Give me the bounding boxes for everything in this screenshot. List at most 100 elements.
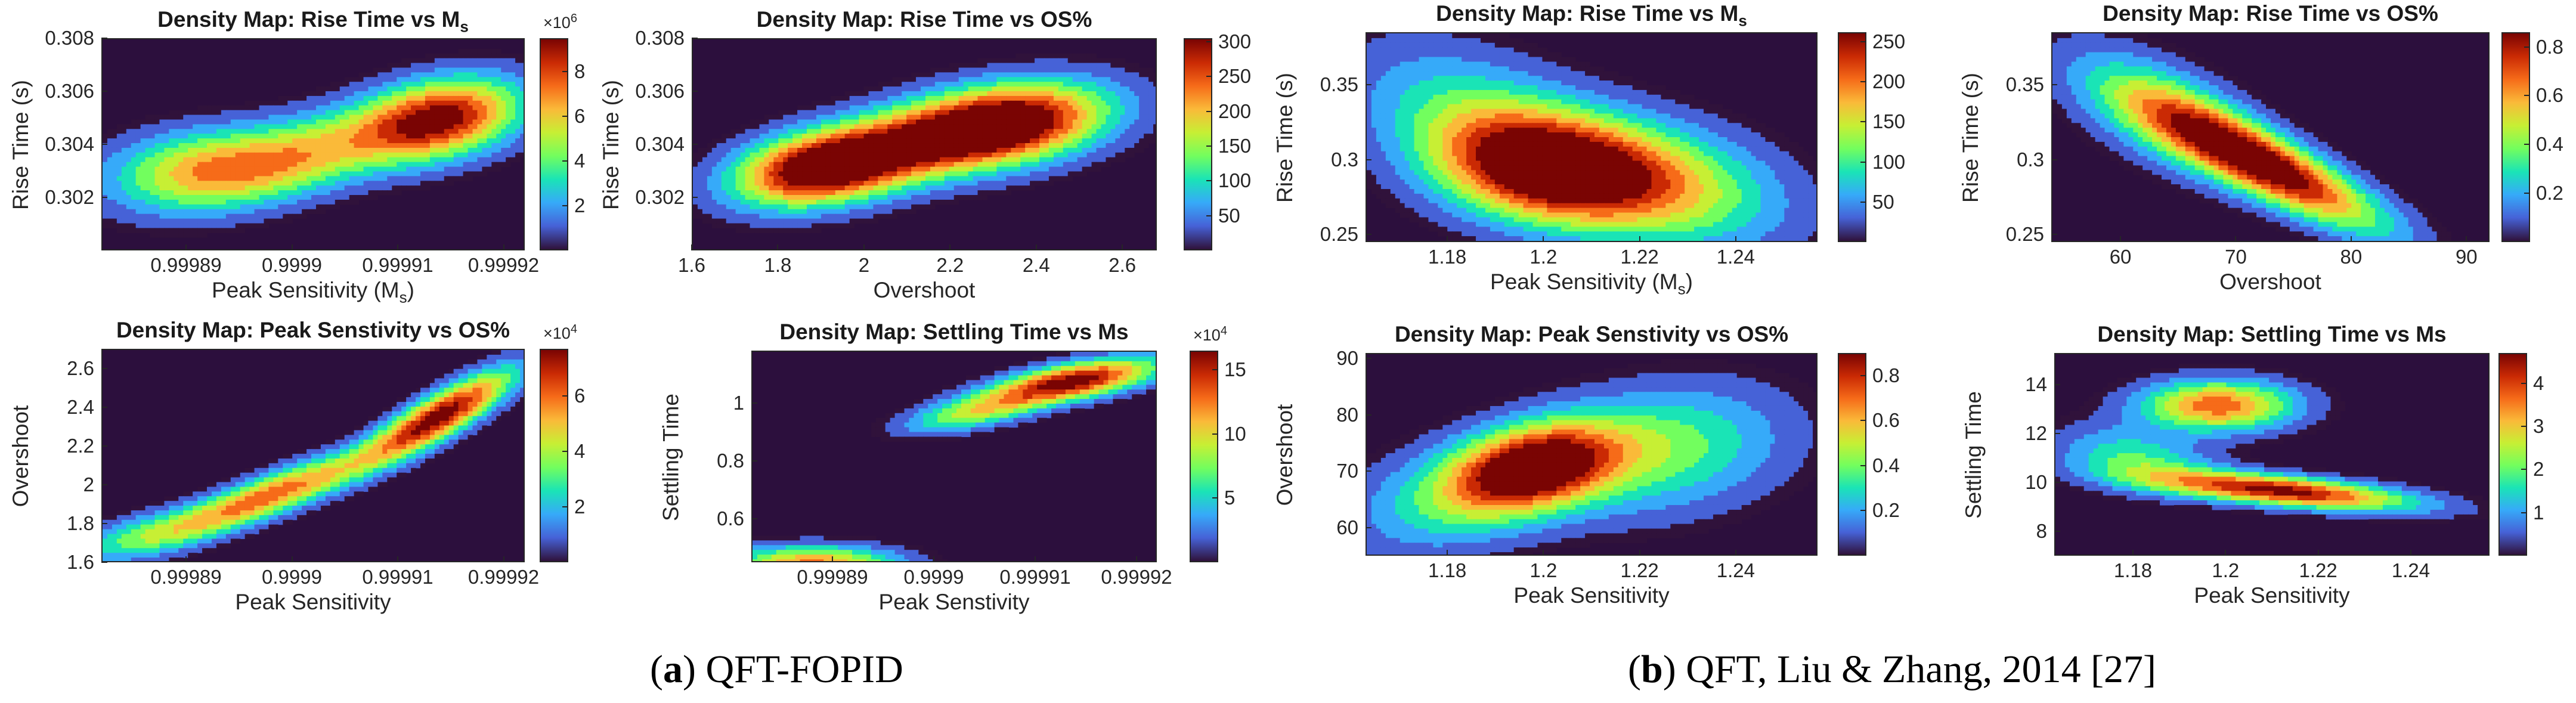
density-cell <box>320 119 326 125</box>
density-cell <box>420 77 426 82</box>
density-cell <box>1067 53 1073 59</box>
density-cell <box>1153 129 1156 134</box>
density-cell <box>925 129 931 134</box>
density-cell <box>930 86 936 92</box>
density-cell <box>510 77 516 82</box>
density-cell <box>358 152 364 158</box>
density-cell <box>448 134 454 139</box>
density-cell <box>207 143 212 148</box>
density-cell <box>740 204 746 210</box>
density-cell <box>145 218 151 224</box>
density-cell <box>1148 72 1154 78</box>
density-cell <box>977 86 983 92</box>
density-cell <box>154 162 160 168</box>
density-cell <box>1053 138 1059 144</box>
density-cell <box>254 181 260 186</box>
density-cell <box>849 218 855 224</box>
density-cell <box>520 147 524 153</box>
density-cell <box>911 152 917 158</box>
density-cell <box>916 162 921 168</box>
density-cell <box>264 124 270 129</box>
density-cell <box>844 199 850 205</box>
density-cell <box>240 228 246 233</box>
density-cell <box>482 95 487 101</box>
density-cell <box>968 147 974 153</box>
density-cell <box>183 157 188 163</box>
density-cell <box>358 143 364 148</box>
density-cell <box>1115 157 1120 163</box>
density-cell <box>401 58 407 64</box>
density-cell <box>453 176 459 181</box>
density-cell <box>906 138 912 144</box>
density-cell <box>510 157 516 163</box>
density-cell <box>472 138 478 144</box>
density-cell <box>121 185 127 191</box>
density-cell <box>183 162 188 168</box>
density-cell <box>249 199 255 205</box>
density-cell <box>264 129 270 134</box>
density-cell <box>1091 138 1097 144</box>
density-cell <box>854 91 860 97</box>
density-cell <box>953 67 959 73</box>
density-cell <box>992 134 997 139</box>
density-cell <box>439 110 445 116</box>
density-cell <box>939 185 945 191</box>
density-cell <box>987 63 993 69</box>
density-cell <box>183 152 188 158</box>
density-cell <box>711 190 717 196</box>
density-cell <box>797 204 803 210</box>
density-cell <box>339 86 345 92</box>
density-cell <box>1039 86 1045 92</box>
density-cell <box>439 119 445 125</box>
density-cell <box>830 147 836 153</box>
density-cell <box>992 58 997 64</box>
density-cell <box>406 100 411 106</box>
density-cell <box>740 190 746 196</box>
density-cell <box>987 58 993 64</box>
density-cell <box>444 77 450 82</box>
density-cell <box>1015 134 1021 139</box>
density-cell <box>897 82 902 87</box>
density-cell <box>1115 72 1120 78</box>
density-cell <box>792 129 798 134</box>
density-cell <box>1082 67 1088 73</box>
density-cell <box>401 95 407 101</box>
density-cell <box>330 195 336 200</box>
density-cell <box>235 119 241 125</box>
density-cell <box>311 195 317 200</box>
density-cell <box>1106 58 1111 64</box>
density-cell <box>453 162 459 168</box>
density-cell <box>830 157 836 163</box>
density-cell <box>416 138 421 144</box>
density-cell <box>434 166 440 172</box>
density-cell <box>868 110 874 116</box>
density-cell <box>287 119 293 125</box>
density-cell <box>1025 119 1030 125</box>
density-cell <box>197 228 203 233</box>
density-cell <box>982 114 988 120</box>
density-cell <box>897 134 902 139</box>
density-cell <box>802 209 807 215</box>
density-cell <box>921 124 926 129</box>
density-cell <box>216 105 222 111</box>
density-cell <box>1015 82 1021 87</box>
density-cell <box>863 204 869 210</box>
density-cell <box>844 176 850 181</box>
density-cell <box>897 91 902 97</box>
density-cell <box>164 143 169 148</box>
density-cell <box>825 171 831 176</box>
density-cell <box>1058 147 1064 153</box>
density-cell <box>506 157 511 163</box>
density-cell <box>906 185 912 191</box>
density-cell <box>135 143 141 148</box>
density-cell <box>953 100 959 106</box>
density-cell <box>825 129 831 134</box>
density-cell <box>764 134 769 139</box>
density-cell <box>368 134 374 139</box>
density-cell <box>854 129 860 134</box>
density-cell <box>802 147 807 153</box>
density-cell <box>197 190 203 196</box>
density-cell <box>392 171 397 176</box>
density-cell <box>792 199 798 205</box>
density-cell <box>487 143 492 148</box>
